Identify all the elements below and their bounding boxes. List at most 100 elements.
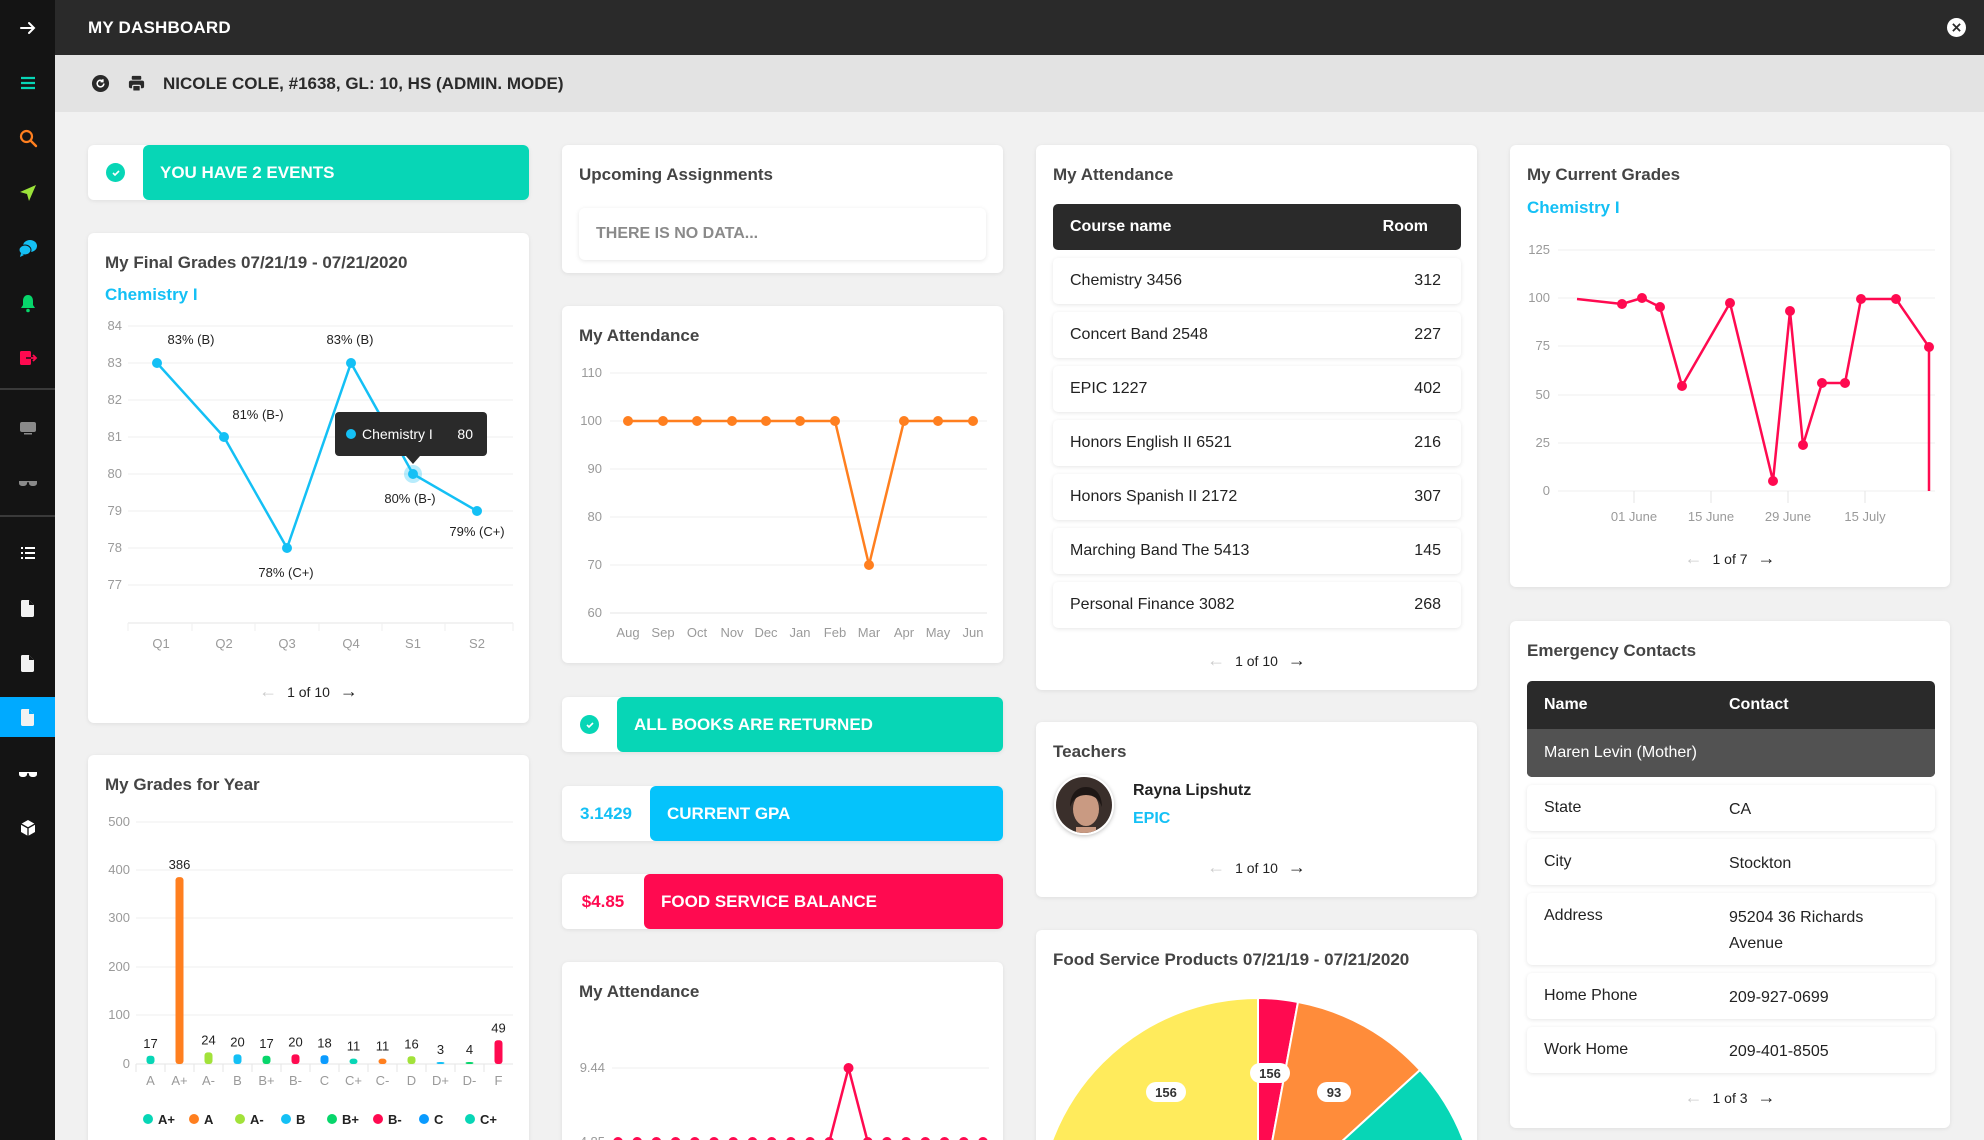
- books-label[interactable]: ALL BOOKS ARE RETURNED: [617, 697, 1003, 752]
- svg-text:Apr: Apr: [894, 625, 915, 640]
- books-banner[interactable]: ALL BOOKS ARE RETURNED: [562, 697, 1003, 752]
- room-number: 312: [1414, 272, 1441, 289]
- svg-text:11: 11: [376, 1039, 390, 1054]
- svg-text:83% (B): 83% (B): [168, 332, 215, 347]
- prev-page-button[interactable]: ←: [1207, 857, 1226, 877]
- sidebar-item-menu[interactable]: [0, 55, 55, 110]
- attendance-table-card: My Attendance Course name Room Chemistry…: [1036, 145, 1477, 690]
- svg-text:20: 20: [230, 1034, 244, 1049]
- sidebar-item-glasses[interactable]: [0, 455, 55, 510]
- prev-page-button[interactable]: ←: [1207, 650, 1226, 670]
- svg-text:82: 82: [108, 392, 122, 407]
- page-title: MY DASHBOARD: [88, 17, 231, 37]
- sidebar: [0, 0, 55, 1140]
- table-row[interactable]: Personal Finance 3082 268: [1053, 582, 1461, 628]
- next-page-button[interactable]: →: [339, 681, 358, 701]
- table-row[interactable]: Chemistry 3456 312: [1053, 258, 1461, 304]
- svg-text:D-: D-: [463, 1073, 477, 1088]
- sidebar-item-glasses-2[interactable]: [0, 746, 55, 801]
- teacher-course[interactable]: EPIC: [1133, 810, 1171, 827]
- cube-icon: [20, 819, 35, 836]
- svg-text:79% (C+): 79% (C+): [449, 524, 504, 539]
- sidebar-item-search[interactable]: [0, 110, 55, 165]
- sidebar-item-document-3[interactable]: [0, 697, 55, 737]
- current-grades-pager: ← 1 of 7 →: [1510, 548, 1950, 569]
- gpa-label[interactable]: CURRENT GPA: [650, 786, 1003, 841]
- next-page-button[interactable]: →: [1287, 857, 1306, 877]
- svg-text:A-: A-: [250, 1112, 264, 1127]
- svg-text:0: 0: [1543, 483, 1550, 498]
- expand-sidebar-button[interactable]: [0, 0, 55, 55]
- sidebar-item-logout[interactable]: [0, 330, 55, 385]
- document-icon: [20, 599, 34, 617]
- subject-link[interactable]: Chemistry I: [105, 285, 198, 304]
- svg-text:A+: A+: [158, 1112, 175, 1127]
- subject-link[interactable]: Chemistry I: [1527, 198, 1620, 217]
- bell-icon: [20, 294, 35, 312]
- svg-text:83% (B): 83% (B): [327, 332, 374, 347]
- prev-page-button[interactable]: ←: [259, 681, 278, 701]
- sidebar-item-navigate[interactable]: [0, 165, 55, 220]
- glasses-icon: [18, 771, 37, 777]
- svg-text:84: 84: [108, 318, 122, 333]
- close-button[interactable]: [1947, 18, 1966, 37]
- column-header-name: Name: [1544, 696, 1588, 713]
- svg-text:S2: S2: [469, 636, 485, 651]
- table-row[interactable]: Marching Band The 5413 145: [1053, 528, 1461, 574]
- next-page-button[interactable]: →: [1287, 650, 1306, 670]
- contact-field-label: Home Phone: [1544, 987, 1638, 1004]
- student-header: NICOLE COLE, #1638, GL: 10, HS (ADMIN. M…: [55, 55, 1984, 112]
- svg-text:17: 17: [143, 1036, 157, 1051]
- document-icon: [20, 654, 34, 672]
- svg-text:Q1: Q1: [152, 636, 169, 651]
- gpa-value: 3.1429: [580, 803, 632, 823]
- prev-page-button[interactable]: ←: [1684, 1087, 1703, 1107]
- next-page-button[interactable]: →: [1757, 548, 1776, 568]
- svg-text:29 June: 29 June: [1765, 509, 1811, 524]
- sidebar-item-list[interactable]: [0, 525, 55, 580]
- room-number: 227: [1414, 326, 1441, 343]
- contacts-header: Name Contact Maren Levin (Mother): [1527, 681, 1935, 777]
- table-row[interactable]: EPIC 1227 402: [1053, 366, 1461, 412]
- teacher-avatar[interactable]: [1054, 775, 1114, 835]
- sidebar-item-document-1[interactable]: [0, 580, 55, 635]
- svg-text:A-: A-: [202, 1073, 215, 1088]
- sidebar-item-notifications[interactable]: [0, 275, 55, 330]
- events-label[interactable]: YOU HAVE 2 EVENTS: [143, 145, 529, 200]
- svg-text:156: 156: [1155, 1085, 1177, 1100]
- svg-text:B: B: [296, 1112, 305, 1127]
- navigate-icon: [19, 184, 36, 201]
- search-icon: [19, 129, 37, 147]
- sidebar-item-monitor[interactable]: [0, 400, 55, 455]
- contact-name[interactable]: Maren Levin (Mother): [1527, 729, 1935, 777]
- prev-page-button[interactable]: ←: [1684, 548, 1703, 568]
- room-number: 402: [1414, 380, 1441, 397]
- refresh-button[interactable]: [89, 73, 111, 95]
- food-balance-label[interactable]: FOOD SERVICE BALANCE: [644, 874, 1003, 929]
- svg-text:Jan: Jan: [790, 625, 811, 640]
- sidebar-item-messages[interactable]: [0, 220, 55, 275]
- svg-text:D+: D+: [432, 1073, 449, 1088]
- events-banner[interactable]: YOU HAVE 2 EVENTS: [88, 145, 529, 200]
- contact-field-label: City: [1544, 853, 1572, 870]
- check-icon: [580, 715, 599, 734]
- svg-text:Q2: Q2: [215, 636, 232, 651]
- svg-text:4: 4: [466, 1042, 473, 1057]
- svg-text:B+: B+: [258, 1073, 274, 1088]
- sidebar-item-document-2[interactable]: [0, 635, 55, 690]
- gpa-banner[interactable]: 3.1429 CURRENT GPA: [562, 786, 1003, 841]
- sidebar-item-cube[interactable]: [0, 800, 55, 855]
- table-row[interactable]: Honors Spanish II 2172 307: [1053, 474, 1461, 520]
- food-balance-banner[interactable]: $4.85 FOOD SERVICE BALANCE: [562, 874, 1003, 929]
- svg-text:D: D: [407, 1073, 416, 1088]
- next-page-button[interactable]: →: [1757, 1087, 1776, 1107]
- arrow-right-icon: [19, 21, 35, 34]
- contact-field-value: 95204 36 Richards Avenue: [1729, 909, 1864, 952]
- svg-text:100: 100: [1528, 290, 1550, 305]
- table-row[interactable]: Concert Band 2548 227: [1053, 312, 1461, 358]
- student-info: NICOLE COLE, #1638, GL: 10, HS (ADMIN. M…: [163, 73, 564, 93]
- table-row[interactable]: Honors English II 6521 216: [1053, 420, 1461, 466]
- course-name: Honors Spanish II 2172: [1070, 488, 1238, 505]
- print-button[interactable]: [125, 73, 147, 95]
- upcoming-assignments-card: Upcoming Assignments THERE IS NO DATA...: [562, 145, 1003, 273]
